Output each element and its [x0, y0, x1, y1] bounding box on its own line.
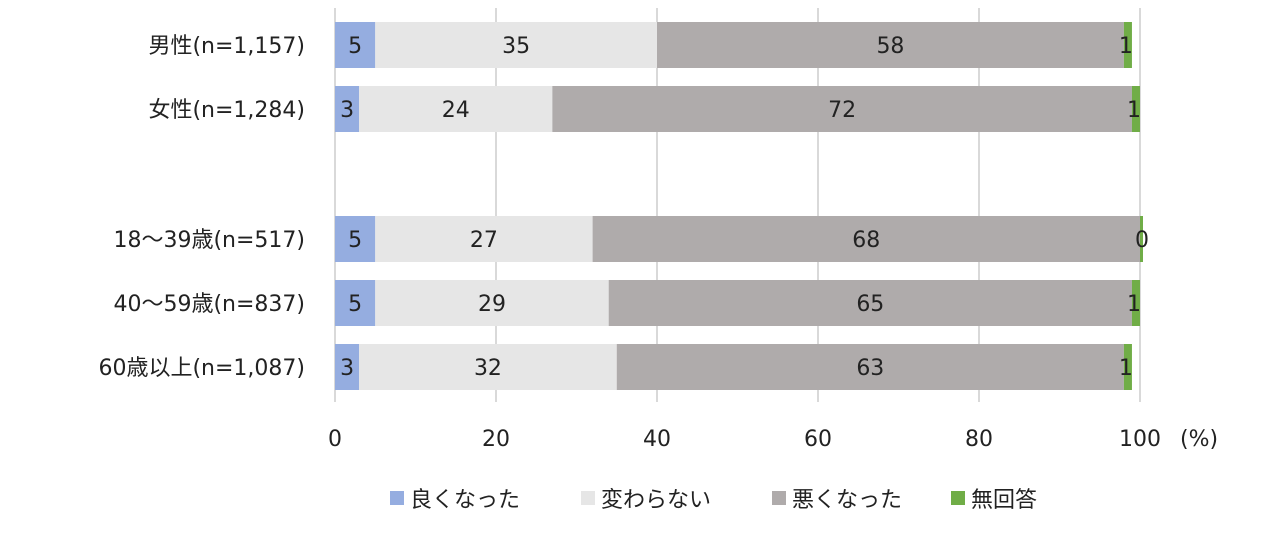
bar-segment [1140, 216, 1143, 262]
data-label: 5 [348, 34, 362, 59]
x-axis-ticks: 0 20 40 60 80 100 [328, 427, 1161, 452]
data-label: 27 [470, 228, 498, 253]
data-label: 1 [1127, 292, 1141, 317]
legend: 良くなった 変わらない 悪くなった 無回答 [390, 488, 1037, 513]
data-label: 24 [442, 98, 470, 123]
bar-segment [359, 86, 553, 132]
bar-segment [375, 216, 593, 262]
data-label: 65 [856, 292, 884, 317]
bars: 5 35 58 1 3 24 72 1 5 27 68 0 5 29 65 1 3 32 63 1 [335, 22, 1149, 390]
data-label: 5 [348, 292, 362, 317]
category-label: 男性(n=1,157) [148, 34, 305, 59]
legend-swatch [951, 491, 965, 505]
data-label: 63 [856, 356, 884, 381]
data-label: 35 [502, 34, 530, 59]
legend-label: 良くなった [410, 488, 520, 513]
legend-swatch [772, 491, 786, 505]
bar-segment [335, 280, 376, 326]
data-label: 1 [1119, 34, 1133, 59]
bar-segment [1131, 280, 1140, 326]
bar-segment [657, 22, 1124, 68]
data-label: 3 [340, 98, 354, 123]
data-label: 68 [852, 228, 880, 253]
category-label: 18～39歳(n=517) [113, 228, 305, 253]
data-label: 32 [474, 356, 502, 381]
legend-swatch [390, 491, 404, 505]
bar-segment [1131, 86, 1140, 132]
bar-segment [335, 344, 360, 390]
bar-segment [375, 22, 657, 68]
x-tick-label: 80 [965, 427, 993, 452]
data-label: 3 [340, 356, 354, 381]
bar-segment [335, 86, 360, 132]
legend-label: 悪くなった [792, 488, 902, 513]
x-tick-label: 100 [1119, 427, 1161, 452]
bar-segment [608, 280, 1132, 326]
x-tick-label: 40 [643, 427, 671, 452]
data-label: 29 [478, 292, 506, 317]
data-label: 0 [1135, 228, 1149, 253]
bar-segment [375, 280, 609, 326]
bar-segment [359, 344, 617, 390]
legend-label: 無回答 [971, 488, 1037, 513]
data-label: 5 [348, 228, 362, 253]
bar-segment [335, 216, 376, 262]
bar-segment [335, 22, 376, 68]
x-axis-unit: (%) [1180, 427, 1218, 452]
bar-segment [592, 216, 1140, 262]
bar-segment [1123, 22, 1132, 68]
bar-segment [552, 86, 1132, 132]
x-tick-label: 20 [482, 427, 510, 452]
legend-swatch [581, 491, 595, 505]
category-label: 女性(n=1,284) [148, 98, 305, 123]
x-tick-label: 60 [804, 427, 832, 452]
bar-segment [616, 344, 1124, 390]
gridlines [334, 8, 1141, 402]
data-label: 58 [876, 34, 904, 59]
legend-label: 変わらない [601, 488, 711, 513]
category-label: 40～59歳(n=837) [113, 292, 305, 317]
x-tick-label: 0 [328, 427, 342, 452]
data-label: 1 [1127, 98, 1141, 123]
category-label: 60歳以上(n=1,087) [98, 356, 305, 381]
data-label: 1 [1119, 356, 1133, 381]
data-label: 72 [828, 98, 856, 123]
bar-segment [1123, 344, 1132, 390]
category-labels: 男性(n=1,157) 女性(n=1,284) 18～39歳(n=517) 40～59… [98, 34, 305, 381]
